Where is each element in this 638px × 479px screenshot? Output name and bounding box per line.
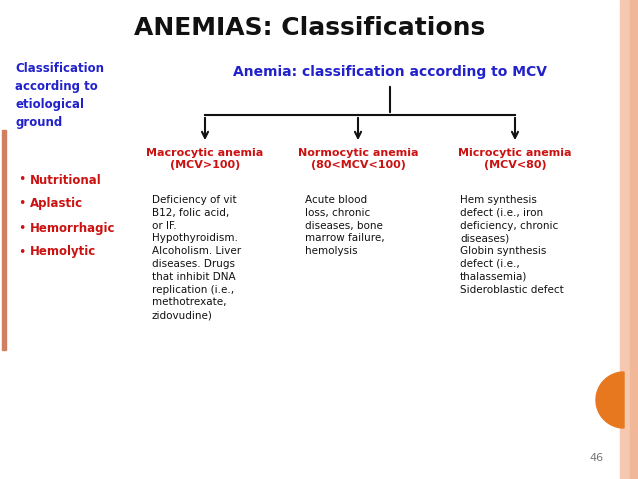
Bar bbox=[620, 0, 630, 479]
Polygon shape bbox=[596, 372, 624, 428]
Text: Hem synthesis
defect (i.e., iron
deficiency, chronic
diseases)
Globin synthesis
: Hem synthesis defect (i.e., iron deficie… bbox=[460, 195, 564, 295]
Bar bbox=[630, 0, 638, 479]
Text: Normocytic anemia
(80<MCV<100): Normocytic anemia (80<MCV<100) bbox=[298, 148, 419, 171]
Text: Hemorrhagic: Hemorrhagic bbox=[30, 221, 115, 235]
Text: Acute blood
loss, chronic
diseases, bone
marrow failure,
hemolysis: Acute blood loss, chronic diseases, bone… bbox=[305, 195, 385, 256]
Text: Anemia: classification according to MCV: Anemia: classification according to MCV bbox=[233, 65, 547, 79]
Text: •: • bbox=[18, 221, 26, 235]
Text: •: • bbox=[18, 246, 26, 259]
Text: Microcytic anemia
(MCV<80): Microcytic anemia (MCV<80) bbox=[458, 148, 572, 171]
Text: Nutritional: Nutritional bbox=[30, 173, 101, 186]
Text: Macrocytic anemia
(MCV>100): Macrocytic anemia (MCV>100) bbox=[146, 148, 263, 171]
Bar bbox=[2, 130, 6, 350]
Text: 46: 46 bbox=[589, 453, 603, 463]
Text: •: • bbox=[18, 197, 26, 210]
Text: Aplastic: Aplastic bbox=[30, 197, 83, 210]
Text: ANEMIAS: Classifications: ANEMIAS: Classifications bbox=[135, 16, 486, 40]
Text: Hemolytic: Hemolytic bbox=[30, 246, 96, 259]
Text: •: • bbox=[18, 173, 26, 186]
Text: Deficiency of vit
B12, folic acid,
or IF.
Hypothyroidism.
Alcoholism. Liver
dise: Deficiency of vit B12, folic acid, or IF… bbox=[152, 195, 241, 320]
Text: Classification
according to
etiological
ground: Classification according to etiological … bbox=[15, 62, 104, 129]
